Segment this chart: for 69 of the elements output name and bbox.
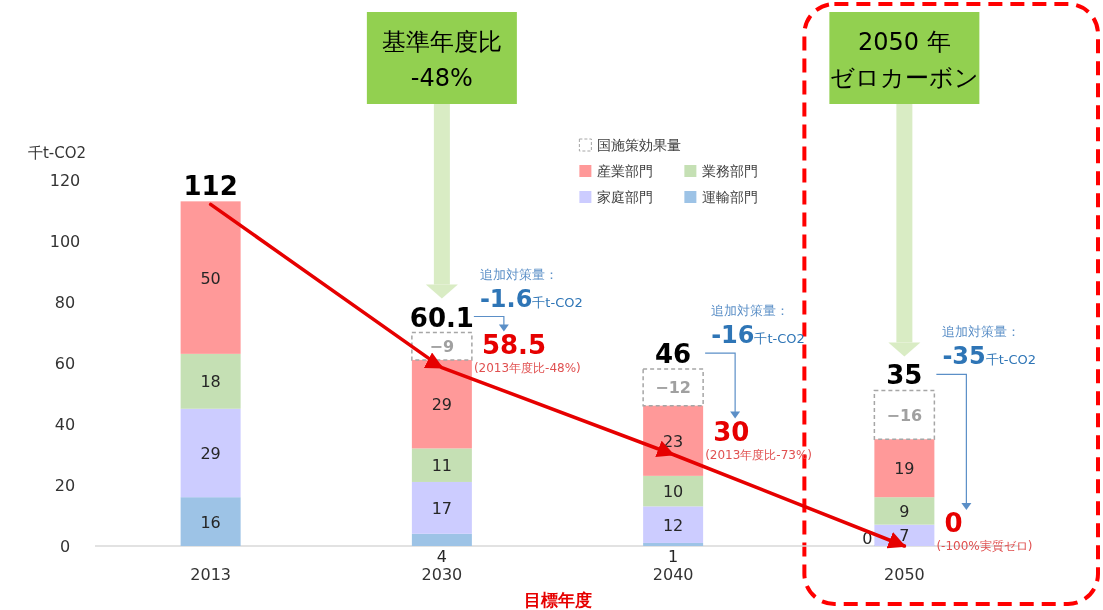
bar xyxy=(642,368,704,407)
data-label: 16 xyxy=(200,512,221,532)
y-tick-label: 0 xyxy=(59,537,71,556)
data-label: 29 xyxy=(431,395,453,415)
bar xyxy=(180,353,241,409)
bar xyxy=(643,542,704,546)
legend-label: 家庭部門 xyxy=(597,189,654,205)
annotation: -1.6千t-CO2 xyxy=(479,284,583,313)
data-label: 29 xyxy=(200,443,221,463)
data-label: 12 xyxy=(662,515,684,535)
annotation: 35 xyxy=(886,360,923,391)
data-label: −12 xyxy=(655,378,691,398)
x-tick-label: 2050 xyxy=(884,565,925,584)
annotation: 追加対策量： xyxy=(711,303,790,319)
data-label: 19 xyxy=(894,459,915,479)
data-label: 18 xyxy=(200,372,221,392)
annotation: 追加対策量： xyxy=(479,266,558,282)
bar xyxy=(411,331,473,361)
annotation: 46 xyxy=(655,339,692,370)
legend-label: 産業部門 xyxy=(597,163,654,179)
x-tick-label: 2013 xyxy=(190,565,231,584)
bar xyxy=(411,533,472,546)
bar xyxy=(180,497,241,546)
bar xyxy=(411,359,472,449)
bar xyxy=(873,389,936,440)
x-tick-label: 2040 xyxy=(652,565,694,584)
data-label: 10 xyxy=(662,482,684,502)
text: ゼロカーボン xyxy=(829,64,979,92)
annotation: 112 xyxy=(183,171,238,202)
data-label: 1 xyxy=(668,547,679,566)
y-tick-label: 60 xyxy=(54,354,76,373)
data-label: −9 xyxy=(429,337,455,357)
data-label: 50 xyxy=(200,268,221,288)
bar xyxy=(874,497,935,525)
annotation: -16千t-CO2 xyxy=(711,321,805,350)
data-label: −16 xyxy=(886,405,923,425)
bar xyxy=(411,481,472,534)
data-label: 30 (2013年度比-73%) xyxy=(705,416,813,462)
data-label: 4 xyxy=(436,547,447,566)
annotation: 追加対策量： xyxy=(942,324,1021,340)
data-label: 11 xyxy=(431,456,453,476)
data-label: 0 (-100%実質ゼロ) xyxy=(936,508,1033,553)
y-tick-label: 20 xyxy=(54,476,76,495)
x-axis-title: 目標年度 xyxy=(523,590,592,610)
bar xyxy=(180,201,241,354)
bar xyxy=(643,475,704,507)
x-tick-label: 2030 xyxy=(421,565,463,584)
bar xyxy=(643,506,704,543)
data-label: 7 xyxy=(899,526,910,546)
y-tick-label: 100 xyxy=(49,232,81,251)
bar xyxy=(411,448,472,482)
legend-label: 運輸部門 xyxy=(702,189,759,205)
annotation: 60.1 xyxy=(409,302,474,333)
bar xyxy=(874,439,935,498)
bar xyxy=(180,408,241,498)
data-label: 17 xyxy=(431,498,453,518)
y-axis-title: 千t-CO2 xyxy=(27,144,87,162)
data-label: 9 xyxy=(899,501,910,521)
y-tick-label: 80 xyxy=(54,293,76,312)
legend-label: 国施策効果量 xyxy=(597,137,682,153)
data-label: 58.5 (2013年度比-48%) xyxy=(473,329,581,375)
y-tick-label: 40 xyxy=(54,415,76,434)
y-tick-label: 120 xyxy=(49,171,81,190)
annotation: -35千t-CO2 xyxy=(942,342,1037,371)
text: -48% xyxy=(410,64,473,92)
legend-label: 業務部門 xyxy=(702,163,759,179)
text: 2050 年 xyxy=(858,28,951,56)
text: 基準年度比 xyxy=(381,28,502,56)
data-label: 23 xyxy=(662,431,684,451)
